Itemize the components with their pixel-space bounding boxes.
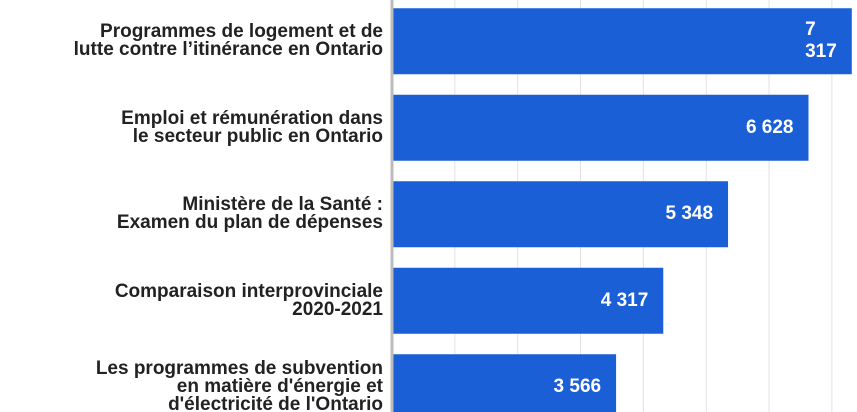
category-label: Emploi et rémunération dans le secteur p…	[121, 107, 383, 147]
bar	[392, 354, 617, 412]
category-label: Ministère de la Santé : Examen du plan d…	[116, 194, 383, 234]
bar	[392, 267, 664, 334]
category-label: Programmes de logement et de lutte contr…	[73, 21, 383, 61]
bar	[392, 94, 809, 161]
bar	[392, 8, 852, 75]
value-label: 4 317	[600, 289, 649, 311]
value-label: 7 317	[805, 19, 837, 63]
category-label: Comparaison interprovinciale 2020-2021	[114, 280, 383, 320]
bar	[392, 181, 729, 248]
value-label: 6 628	[745, 116, 794, 138]
value-label: 5 348	[665, 203, 714, 225]
category-label: Les programmes de subvention en matière …	[95, 358, 383, 412]
value-label: 3 566	[553, 376, 602, 398]
